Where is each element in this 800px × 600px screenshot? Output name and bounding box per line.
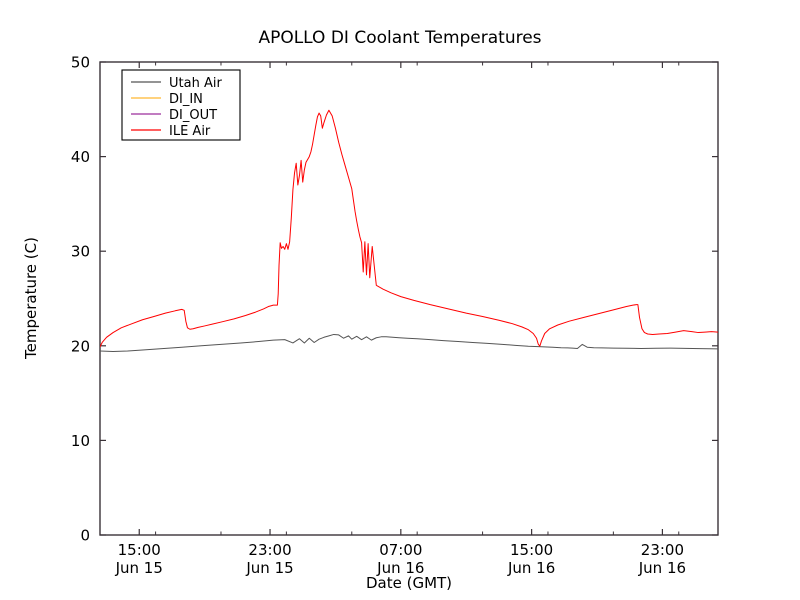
x-tick-label-time: 23:00 <box>248 541 291 559</box>
y-tick-label: 10 <box>71 432 90 450</box>
x-tick-label-time: 23:00 <box>641 541 684 559</box>
x-tick-label-date: Jun 15 <box>115 559 163 577</box>
x-tick-label-time: 15:00 <box>510 541 553 559</box>
data-series-group <box>100 109 718 352</box>
y-tick-label: 20 <box>71 337 90 355</box>
y-tick-label: 50 <box>71 54 90 72</box>
x-axis-title: Date (GMT) <box>366 574 452 592</box>
x-tick-label-time: 07:00 <box>379 541 422 559</box>
y-tick-label: 30 <box>71 243 90 261</box>
y-axis-title: Temperature (C) <box>22 237 40 360</box>
chart-title: APOLLO DI Coolant Temperatures <box>258 28 541 48</box>
x-tick-label-date: Jun 16 <box>507 559 555 577</box>
series-line-utah-air <box>100 333 718 352</box>
y-tick-label: 40 <box>71 148 90 166</box>
series-line-ile-air <box>100 109 718 348</box>
x-axis-minor-ticks <box>155 62 680 535</box>
legend-label-utah-air: Utah Air <box>169 76 222 91</box>
legend-label-ile-air: ILE Air <box>169 124 211 139</box>
x-tick-label-date: Jun 15 <box>245 559 293 577</box>
plot-area-frame <box>99 61 719 536</box>
legend-label-di-in: DI_IN <box>169 92 203 107</box>
legend-label-di-out: DI_OUT <box>169 108 217 123</box>
x-tick-label-date: Jun 16 <box>376 559 424 577</box>
x-tick-label-date: Jun 16 <box>638 559 686 577</box>
y-tick-label: 0 <box>80 527 90 545</box>
y-axis-ticks: 0 10 20 30 40 50 <box>71 54 718 545</box>
x-tick-label-time: 15:00 <box>118 541 161 559</box>
